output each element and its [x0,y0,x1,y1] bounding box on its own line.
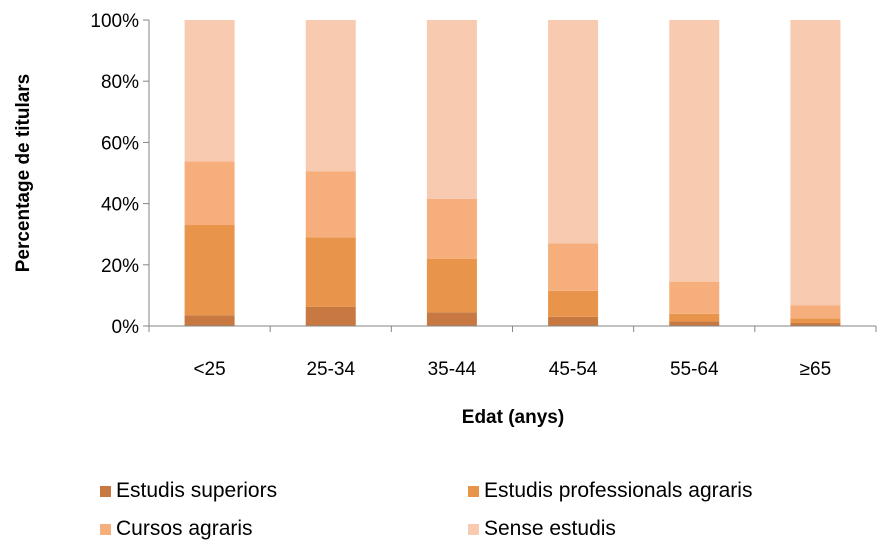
y-tick-label: 80% [101,72,139,93]
y-tick-label: 60% [101,133,139,154]
y-tick-label: 20% [101,256,139,277]
bar-segment [669,321,720,326]
x-axis-title: Edat (anys) [462,407,564,428]
bar-segment [548,20,599,244]
bar-segment [790,20,841,306]
bar-segment [669,313,720,322]
bars-group [184,20,841,326]
y-axis-title: Percentage de titulars [13,74,34,273]
bar-segment [305,171,356,238]
bar-segment [305,306,356,326]
bar-segment [184,161,235,226]
bar-segment [669,281,720,314]
bar-segment [548,243,599,291]
bar-segment [305,237,356,307]
x-tick-label: 35-44 [428,359,477,380]
bar-segment [426,20,477,200]
x-tick-label: ≥65 [800,359,832,380]
x-ticks-group: <25 25-34 35-44 45-54 55-64 ≥65 [148,326,877,380]
y-tick-label: 40% [101,195,139,216]
x-tick-label: 25-34 [306,359,355,380]
bar-segment [184,20,235,162]
y-ticks-group: 0% 20% 40% 60% 80% 100% [90,11,149,338]
bar-segment [790,322,841,326]
bar-segment [548,290,599,317]
bar-segment [426,199,477,259]
bar-segment [184,225,235,316]
bar-segment [790,305,841,319]
y-tick-label: 100% [90,11,139,32]
bar-segment [184,315,235,326]
bar-segment [669,20,720,282]
y-tick-label: 0% [112,317,140,338]
bar-segment [426,312,477,326]
bar-segment [305,20,356,172]
bar-segment [426,258,477,313]
x-tick-label: 55-64 [670,359,719,380]
x-tick-label: 45-54 [549,359,598,380]
x-tick-label: <25 [193,359,225,380]
bar-segment [548,316,599,326]
bar-segment [790,318,841,323]
